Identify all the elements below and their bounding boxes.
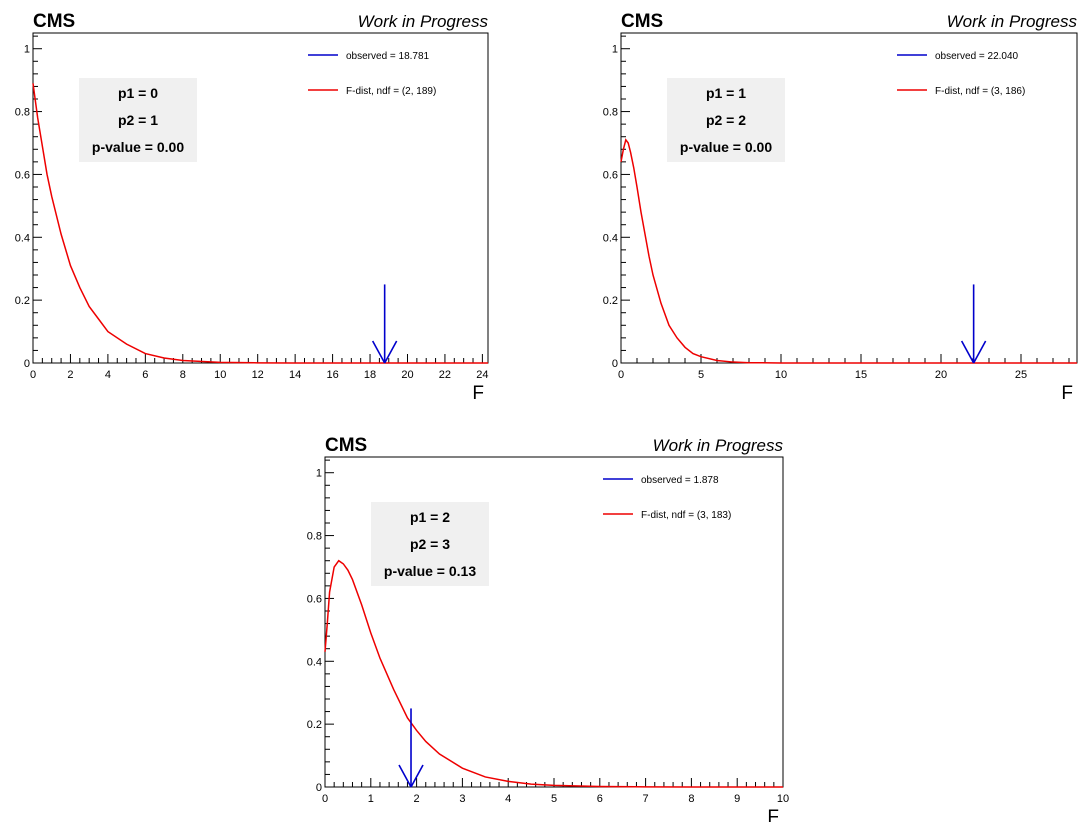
x-axis-title: F: [1061, 383, 1073, 404]
x-tick-label: 22: [439, 369, 451, 381]
y-tick-label: 0.2: [15, 295, 30, 307]
cms-label: CMS: [621, 11, 663, 32]
chart-panel: CMS Work in Progress 0 5 10 15 20 25 F 0 0.2 0.4 0.6…: [603, 11, 1078, 404]
status-label: Work in Progress: [947, 12, 1078, 31]
x-tick-label: 10: [214, 369, 226, 381]
observed-arrow-head-right: [972, 340, 987, 364]
y-tick-label: 0.8: [15, 107, 30, 119]
info-box-line: p2 = 3: [410, 536, 450, 552]
x-tick-label: 2: [67, 369, 73, 381]
y-tick-label: 0.2: [307, 719, 322, 731]
info-box-line: p-value = 0.00: [680, 139, 772, 155]
info-box-line: p1 = 0: [118, 85, 158, 101]
y-tick-label: 0: [316, 782, 322, 794]
info-box-line: p2 = 2: [706, 112, 746, 128]
chart-panel: CMS Work in Progress 0 1 2 3 4 5 6 7 8 9 10 F 0 0.2 0.4 0…: [307, 435, 789, 822]
f-dist-curve: [324, 559, 783, 788]
observed-arrow-head-right: [383, 340, 398, 364]
x-tick-label: 16: [326, 369, 338, 381]
y-tick-label: 0.8: [307, 531, 322, 543]
observed-arrow-head-left: [371, 340, 386, 364]
x-tick-label: 8: [688, 793, 694, 805]
f-dist-curve: [32, 83, 488, 364]
observed-arrow-head-left: [398, 764, 412, 788]
legend-label: F-dist, ndf = (3, 183): [641, 510, 731, 521]
y-tick-label: 0: [24, 358, 30, 370]
cms-label: CMS: [325, 435, 367, 456]
legend-label: observed = 1.878: [641, 475, 719, 486]
x-tick-label: 20: [935, 369, 947, 381]
x-tick-label: 0: [30, 369, 36, 381]
legend-label: F-dist, ndf = (2, 189): [346, 86, 436, 97]
legend-label: observed = 18.781: [346, 51, 430, 62]
x-tick-label: 24: [476, 369, 488, 381]
y-tick-label: 0.4: [603, 232, 618, 244]
x-tick-label: 5: [551, 793, 557, 805]
x-tick-label: 18: [364, 369, 376, 381]
x-tick-label: 12: [252, 369, 264, 381]
x-axis-title: F: [472, 383, 484, 404]
x-tick-label: 4: [105, 369, 111, 381]
x-tick-label: 10: [775, 369, 787, 381]
x-tick-label: 6: [142, 369, 148, 381]
info-box-line: p1 = 2: [410, 509, 450, 525]
x-tick-label: 14: [289, 369, 301, 381]
x-tick-label: 10: [777, 793, 789, 805]
y-tick-label: 0.4: [15, 232, 30, 244]
legend-label: F-dist, ndf = (3, 186): [935, 86, 1025, 97]
y-tick-label: 0.6: [307, 593, 322, 605]
x-tick-label: 1: [368, 793, 374, 805]
x-tick-label: 8: [180, 369, 186, 381]
status-label: Work in Progress: [358, 12, 489, 31]
y-tick-label: 0.6: [603, 169, 618, 181]
x-tick-label: 3: [459, 793, 465, 805]
legend-label: observed = 22.040: [935, 51, 1019, 62]
x-tick-label: 2: [414, 793, 420, 805]
y-tick-label: 1: [24, 44, 30, 56]
x-tick-label: 25: [1015, 369, 1027, 381]
y-tick-label: 0.4: [307, 656, 322, 668]
y-tick-label: 0.2: [603, 295, 618, 307]
info-box-line: p1 = 1: [706, 85, 746, 101]
y-tick-label: 1: [316, 468, 322, 480]
info-box-line: p-value = 0.00: [92, 139, 184, 155]
observed-arrow-head-left: [960, 340, 975, 364]
x-axis-title: F: [767, 807, 779, 822]
cms-label: CMS: [33, 11, 75, 32]
y-tick-label: 0.8: [603, 107, 618, 119]
y-tick-label: 1: [612, 44, 618, 56]
x-tick-label: 6: [597, 793, 603, 805]
x-tick-label: 0: [322, 793, 328, 805]
info-box: [667, 78, 785, 162]
x-tick-label: 20: [401, 369, 413, 381]
info-box-line: p2 = 1: [118, 112, 158, 128]
x-tick-label: 7: [643, 793, 649, 805]
x-tick-label: 9: [734, 793, 740, 805]
x-tick-label: 4: [505, 793, 511, 805]
status-label: Work in Progress: [653, 436, 784, 455]
info-box: [371, 502, 489, 586]
info-box: [79, 78, 197, 162]
y-tick-label: 0.6: [15, 169, 30, 181]
info-box-line: p-value = 0.13: [384, 563, 476, 579]
x-tick-label: 0: [618, 369, 624, 381]
x-tick-label: 15: [855, 369, 867, 381]
y-tick-label: 0: [612, 358, 618, 370]
observed-arrow-head-right: [410, 764, 424, 788]
f-dist-curve: [620, 138, 1077, 364]
x-tick-label: 5: [698, 369, 704, 381]
